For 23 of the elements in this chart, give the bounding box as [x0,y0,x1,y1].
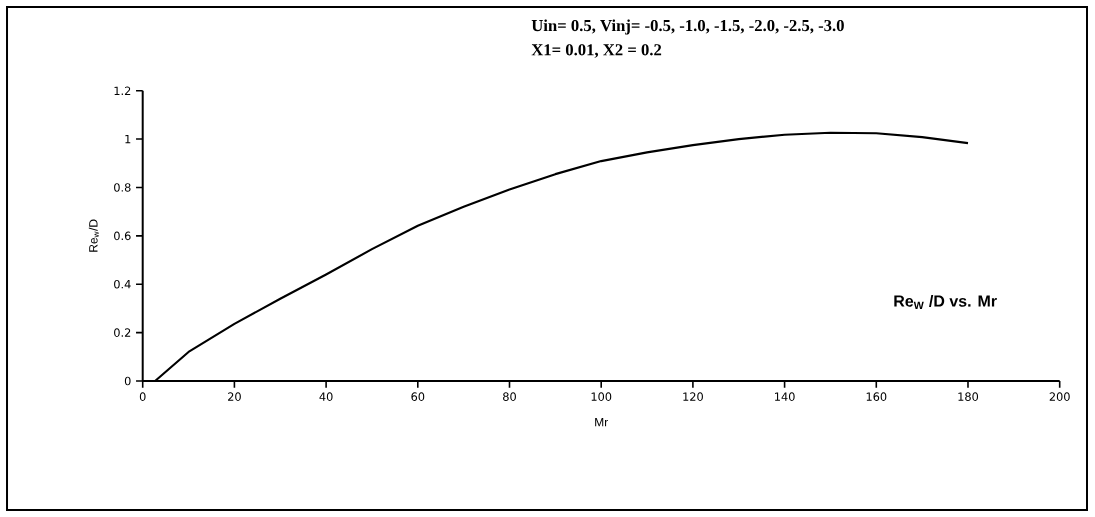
y-tick-label: 0.6 [114,231,131,241]
x-tick-label: 140 [775,392,795,401]
x-tick-label: 120 [683,392,703,401]
x-tick-label: 160 [866,392,887,401]
annotation: Re$_{W}$ /D vs. Mr [894,295,997,309]
y-tick-label: 0 [124,376,131,386]
x-tick-label: 80 [503,392,516,401]
x-tick-label: 60 [411,392,425,401]
y-tick-label: 0.2 [114,328,131,337]
y-tick-label: 1.2 [114,86,131,95]
x-tick-label: 180 [958,392,979,401]
y-axis-title: Re$_{w}$/D [88,219,99,252]
y-tick-label: 1 [125,134,131,144]
x-axis-title: Mr [595,418,608,427]
y-tick-label: 0.4 [114,279,131,289]
text: X1= 0.01, X2 = 0.2 [531,44,662,58]
x-tick-label: 40 [319,392,333,401]
x-tick-label: 20 [228,392,241,401]
x-tick-label: 200 [1049,392,1070,401]
x-tick-label: 0 [139,392,146,401]
y-tick-label: 0.8 [114,183,131,192]
x-tick-label: 100 [591,392,612,401]
text: Uin= 0.5, Vinj= -0.5, -1.0, -1.5, -2.0, -2.5, -3.0 [531,19,844,35]
